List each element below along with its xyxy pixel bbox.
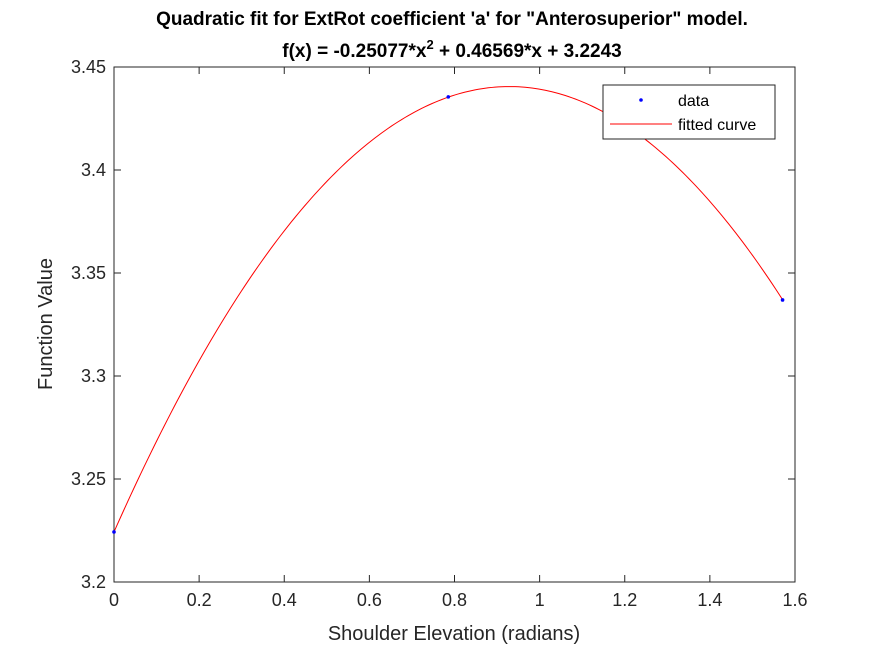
subtitle-exponent: 2 xyxy=(426,37,433,52)
x-axis-label: Shoulder Elevation (radians) xyxy=(328,623,580,645)
plot-area xyxy=(112,86,785,534)
y-tick-label: 3.2 xyxy=(81,572,106,592)
chart-title: Quadratic fit for ExtRot coefficient 'a'… xyxy=(156,9,748,30)
y-tick-label: 3.35 xyxy=(71,263,106,283)
ticks-group: 0 0.2 0.4 0.6 0.8 1 1.2 1.4 1.6 3.2 3.25 3.3 3.35 3.4… xyxy=(71,57,808,610)
legend: data fitted curve xyxy=(602,84,776,140)
x-tick-label: 0.4 xyxy=(272,590,297,610)
axes-box xyxy=(113,66,796,583)
subtitle-part-2: + 0.46569*x + 3.2243 xyxy=(434,41,622,62)
x-tick-label: 1.6 xyxy=(782,590,807,610)
legend-label-fitted-curve: fitted curve xyxy=(678,117,756,134)
y-tick-label: 3.25 xyxy=(71,469,106,489)
y-tick-label: 3.45 xyxy=(71,57,106,77)
legend-label-data: data xyxy=(678,93,709,110)
x-tick-label: 0.6 xyxy=(357,590,382,610)
subtitle-part-1: f(x) = -0.25077*x xyxy=(282,41,427,62)
x-tick-label: 0.8 xyxy=(442,590,467,610)
x-tick-label: 0 xyxy=(109,590,119,610)
data-point xyxy=(112,530,116,534)
data-point xyxy=(780,298,785,302)
y-tick-label: 3.3 xyxy=(81,366,106,386)
y-tick-label: 3.4 xyxy=(81,160,106,180)
x-tick-label: 1.2 xyxy=(612,590,637,610)
chart-subtitle: f(x) = -0.25077*x2 + 0.46569*x + 3.2243 xyxy=(282,37,621,62)
x-tick-label: 1.4 xyxy=(697,590,722,610)
data-point xyxy=(446,95,451,99)
legend-marker-data xyxy=(639,98,643,102)
x-tick-label: 1 xyxy=(535,590,545,610)
y-axis-label: Function Value xyxy=(35,258,57,390)
x-tick-label: 0.2 xyxy=(187,590,212,610)
legend-box xyxy=(602,84,776,140)
